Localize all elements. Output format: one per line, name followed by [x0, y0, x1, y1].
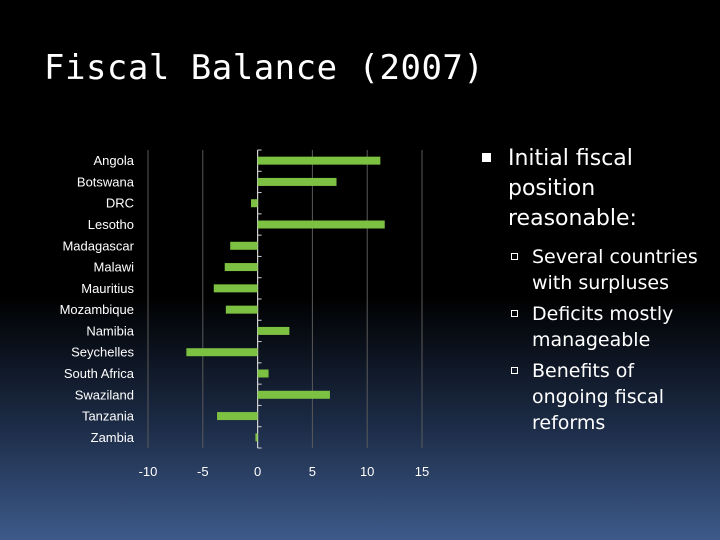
- bar: [257, 326, 290, 335]
- sub-bullet-text: Deficits mostly manageable: [532, 303, 674, 351]
- category-label: Namibia: [86, 323, 134, 338]
- category-label: Mozambique: [60, 302, 134, 317]
- category-label: Botswana: [77, 174, 135, 189]
- category-label: Zambia: [91, 430, 135, 445]
- sub-bullet-item: Several countries with surpluses: [480, 244, 715, 296]
- sub-bullet-text: Benefits of ongoing fiscal reforms: [532, 360, 665, 434]
- x-tick-label: 0: [254, 464, 261, 479]
- category-label: Seychelles: [71, 345, 134, 360]
- category-label: Mauritius: [81, 281, 134, 296]
- bar: [217, 412, 258, 421]
- bar: [257, 390, 330, 399]
- x-tick-label: 15: [415, 464, 429, 479]
- category-label: DRC: [106, 196, 134, 211]
- bar: [257, 156, 381, 165]
- sub-bullet-item: Benefits of ongoing fiscal reforms: [480, 358, 715, 436]
- category-label: Swaziland: [75, 387, 134, 402]
- x-tick-label: -10: [139, 464, 158, 479]
- category-label: Malawi: [94, 260, 135, 275]
- bar: [225, 305, 258, 314]
- category-label: Angola: [94, 153, 135, 168]
- hollow-square-bullet-icon: [511, 253, 518, 260]
- category-label: Tanzania: [82, 409, 135, 424]
- bar: [230, 241, 258, 250]
- sub-bullet-list: Several countries with surpluses Deficit…: [480, 244, 715, 436]
- bar: [186, 348, 258, 357]
- category-label: South Africa: [64, 366, 135, 381]
- bullet-main: Initial fiscal position reasonable:: [480, 144, 715, 234]
- sub-bullet-text: Several countries with surpluses: [532, 246, 698, 294]
- bar: [257, 177, 337, 186]
- category-label: Lesotho: [88, 217, 134, 232]
- slide-title: Fiscal Balance (2007): [44, 48, 485, 88]
- bar: [251, 199, 258, 208]
- x-tick-label: 10: [360, 464, 374, 479]
- hollow-square-bullet-icon: [511, 310, 518, 317]
- bar: [255, 433, 258, 442]
- bullet-list: Initial fiscal position reasonable: Seve…: [480, 144, 715, 441]
- sub-bullet-item: Deficits mostly manageable: [480, 301, 715, 353]
- category-label: Madagascar: [62, 238, 134, 253]
- x-tick-label: 5: [309, 464, 316, 479]
- bar-chart: Angola Botswana DRC Lesotho Madagascar Malawi…: [60, 149, 429, 479]
- bullet-main-text: Initial fiscal position reasonable:: [508, 146, 637, 231]
- bar: [224, 263, 258, 272]
- square-bullet-icon: [482, 153, 491, 162]
- hollow-square-bullet-icon: [511, 367, 518, 374]
- bar: [213, 284, 258, 293]
- bar: [257, 220, 385, 229]
- bar: [257, 369, 269, 378]
- x-tick-label: -5: [197, 464, 209, 479]
